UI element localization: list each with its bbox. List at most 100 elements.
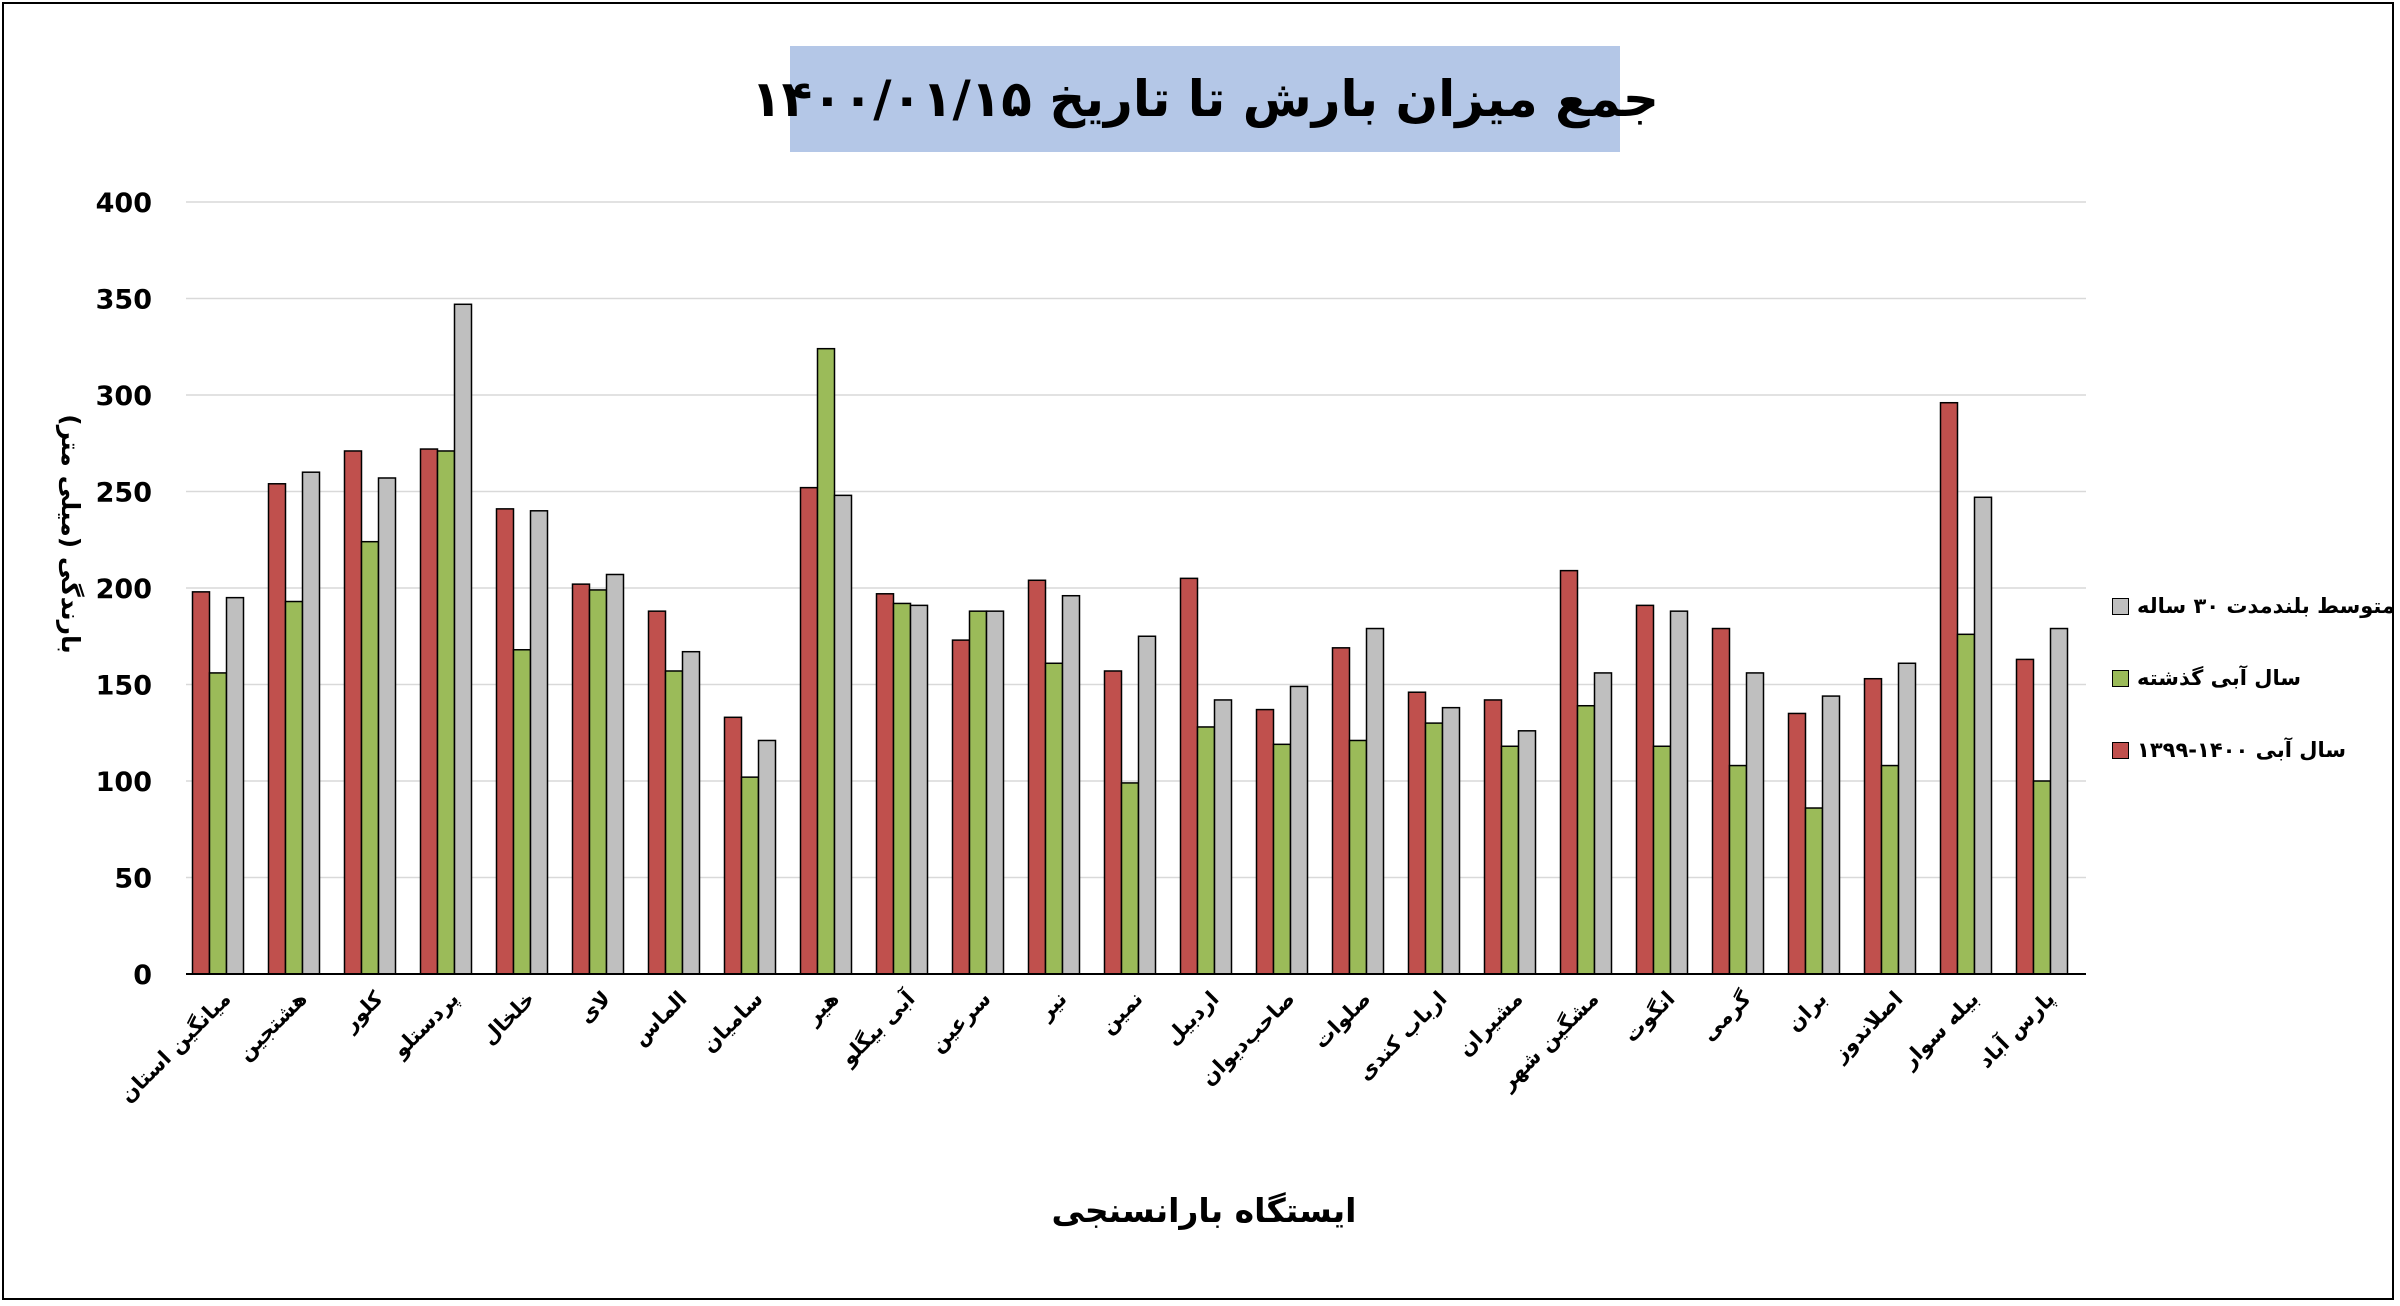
bar [1483, 699, 1503, 975]
y-tick-label: 100 [96, 767, 152, 798]
bar [2032, 780, 2052, 975]
bar [1289, 685, 1309, 975]
x-tick-label: میانگین استان [114, 986, 235, 1107]
y-tick-label: 0 [133, 960, 152, 991]
bar [1711, 627, 1731, 975]
x-tick-label: اصلاندوز [1827, 987, 1907, 1067]
bar [723, 716, 743, 975]
bar [284, 600, 304, 975]
x-tick-label: نیر [1033, 987, 1072, 1026]
y-tick-label: 200 [96, 574, 152, 605]
x-tick-label: پردستلو [387, 987, 463, 1063]
x-tick-label: سامیان [697, 987, 768, 1058]
bar [1424, 722, 1444, 975]
x-tick-label: پارس آباد [1973, 986, 2060, 1073]
y-tick-label: 400 [96, 188, 152, 219]
bar [225, 596, 245, 975]
bar [1213, 699, 1233, 975]
bar [1407, 691, 1427, 975]
bar [875, 593, 895, 975]
bar [647, 610, 667, 975]
bar [1272, 743, 1292, 975]
bar [605, 573, 625, 975]
bar [1593, 672, 1613, 975]
bar [1897, 662, 1917, 975]
y-tick-label: 300 [96, 381, 152, 412]
bar [968, 610, 988, 975]
bar [1973, 496, 1993, 975]
bar [419, 448, 439, 975]
bar [267, 483, 287, 975]
legend-label-longterm: متوسط بلندمدت ۳۰ ساله [2137, 594, 2396, 618]
x-tick-label: کلور [337, 986, 388, 1037]
bar [2015, 658, 2035, 975]
x-tick-label: لای [574, 987, 616, 1029]
bar [1331, 647, 1351, 975]
bar [1044, 662, 1064, 975]
legend-item-current: سال آبی ۱۴۰۰-۱۳۹۹ [2108, 714, 2398, 786]
bar [529, 510, 549, 975]
bar [343, 450, 363, 975]
bar [1652, 745, 1672, 975]
bar [1137, 635, 1157, 975]
bar [1255, 708, 1275, 975]
bar [740, 776, 760, 975]
x-tick-label: سرعین [925, 987, 995, 1057]
bar [1441, 706, 1461, 975]
bar [1635, 604, 1655, 975]
bar [1365, 627, 1385, 975]
bar [360, 540, 380, 975]
bar [985, 610, 1005, 975]
bar [1939, 401, 1959, 975]
bar [1196, 726, 1216, 975]
bar [1179, 577, 1199, 975]
x-tick-label: هیر [800, 987, 843, 1030]
y-axis-title: بارندگی (میلی متر) [55, 414, 85, 654]
x-tick-label: انگوت [1618, 986, 1679, 1047]
legend-swatch-longterm [2112, 597, 2129, 615]
x-tick-label: خلخال [477, 987, 540, 1050]
bar [1804, 807, 1824, 975]
x-tick-label: آبی بیگلو [835, 985, 920, 1070]
bar [495, 508, 515, 975]
x-tick-label: بران [1782, 987, 1832, 1037]
bar [1863, 677, 1883, 975]
bar [1956, 633, 1976, 975]
bar [588, 589, 608, 975]
legend-item-lastyear: سال آبی گذشته [2108, 642, 2398, 714]
bar [1821, 695, 1841, 975]
x-axis-title: ایستگاه بارانسنجی [1051, 1191, 1356, 1230]
legend-swatch-lastyear [2112, 669, 2129, 687]
bar [191, 591, 211, 975]
bar [1728, 764, 1748, 975]
bar [909, 604, 929, 975]
chart-title-box: جمع میزان بارش تا تاریخ ۱۴۰۰/۰۱/۱۵ [751, 46, 1659, 152]
x-tick-label: هشتجین [233, 987, 312, 1066]
legend-label-current: سال آبی ۱۴۰۰-۱۳۹۹ [2137, 738, 2346, 762]
x-tick-label: مشیران [1453, 987, 1527, 1061]
bar [512, 649, 532, 975]
x-tick-label: اردبیل [1160, 987, 1223, 1050]
x-tick-label: صلوات [1309, 987, 1376, 1054]
bar [1669, 610, 1689, 975]
legend: متوسط بلندمدت ۳۰ ساله سال آبی گذشته سال … [2108, 570, 2398, 786]
bar [892, 602, 912, 975]
bar [1103, 670, 1123, 975]
legend-swatch-current [2112, 741, 2129, 759]
bar [377, 477, 397, 975]
x-tick-label: بیله سوار [1896, 987, 1983, 1074]
bar [453, 303, 473, 975]
bar [1745, 672, 1765, 975]
x-tick-label: الماس [628, 987, 692, 1051]
chart-title: جمع میزان بارش تا تاریخ ۱۴۰۰/۰۱/۱۵ [751, 70, 1659, 128]
legend-label-lastyear: سال آبی گذشته [2137, 666, 2302, 690]
bar [1517, 730, 1537, 975]
bar [1787, 712, 1807, 975]
x-tick-label: نمین [1096, 987, 1148, 1039]
bar [1576, 704, 1596, 975]
bar [757, 739, 777, 975]
bar [301, 471, 321, 975]
bar [208, 672, 228, 975]
